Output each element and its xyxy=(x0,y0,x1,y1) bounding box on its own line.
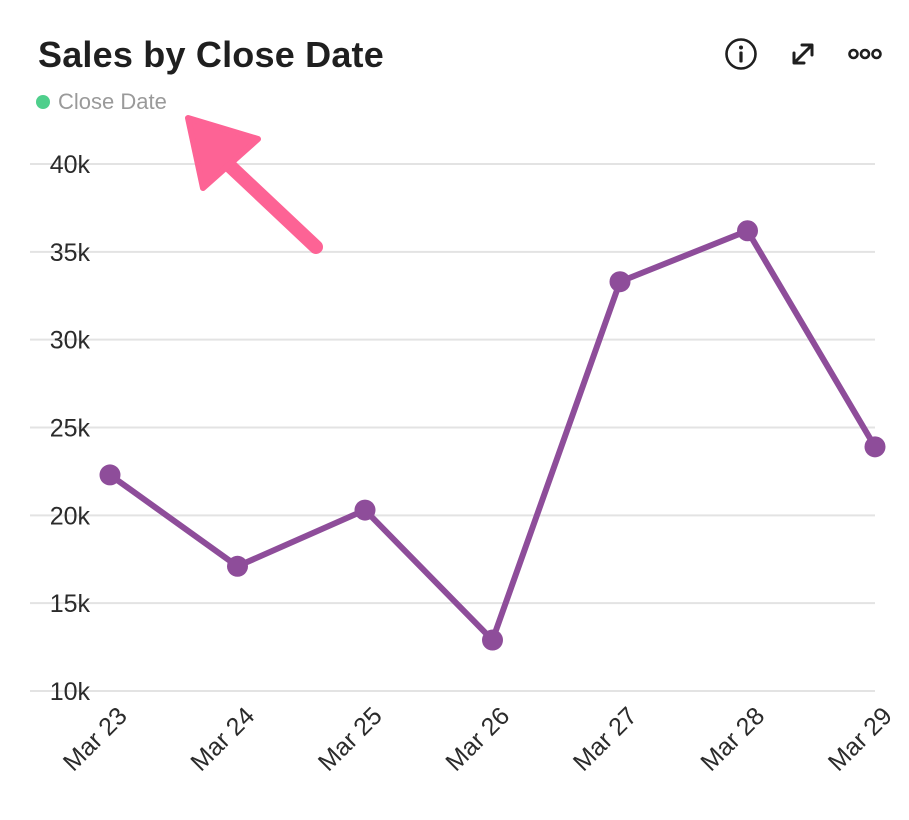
data-point xyxy=(737,220,758,242)
x-tick-label: Mar 27 xyxy=(568,702,643,777)
data-point xyxy=(99,464,121,486)
annotation-arrow xyxy=(185,115,323,254)
x-tick-label: Mar 23 xyxy=(58,702,133,777)
data-point xyxy=(864,436,886,458)
data-point xyxy=(227,555,248,577)
x-tick-label: Mar 26 xyxy=(440,702,515,777)
y-tick-label: 35k xyxy=(50,239,91,267)
x-tick-label: Mar 25 xyxy=(313,702,388,777)
chart-title: Sales by Close Date xyxy=(38,34,384,75)
more-options-icon xyxy=(848,48,882,60)
chart-toolbar xyxy=(723,36,883,72)
expand-icon xyxy=(792,43,814,65)
expand-button[interactable] xyxy=(785,36,821,72)
x-tick-label: Mar 28 xyxy=(695,702,770,777)
x-tick-label: Mar 29 xyxy=(823,702,898,777)
x-tick-label: Mar 24 xyxy=(185,702,260,777)
legend-dot xyxy=(36,95,50,109)
y-axis-ticks: 10k 15k 20k 25k 30k 35k 40k xyxy=(50,151,91,706)
gridlines xyxy=(30,163,875,692)
y-tick-label: 40k xyxy=(50,151,91,179)
info-icon xyxy=(725,38,757,70)
data-point xyxy=(482,629,503,651)
data-point xyxy=(354,499,376,521)
more-options-button[interactable] xyxy=(847,36,883,72)
y-tick-label: 15k xyxy=(50,590,91,618)
series-close-date xyxy=(99,220,886,651)
y-tick-label: 10k xyxy=(50,678,91,706)
series-line xyxy=(107,227,878,644)
legend-label[interactable]: Close Date xyxy=(58,89,167,114)
y-tick-label: 30k xyxy=(50,327,91,355)
legend: Close Date xyxy=(36,88,167,116)
y-tick-label: 20k xyxy=(50,502,91,530)
info-button[interactable] xyxy=(723,36,759,72)
x-axis-ticks: Mar 23 Mar 24 Mar 25 Mar 26 Mar 27 Mar 28 Mar … xyxy=(58,702,898,777)
data-point xyxy=(609,271,631,293)
y-tick-label: 25k xyxy=(50,415,91,443)
